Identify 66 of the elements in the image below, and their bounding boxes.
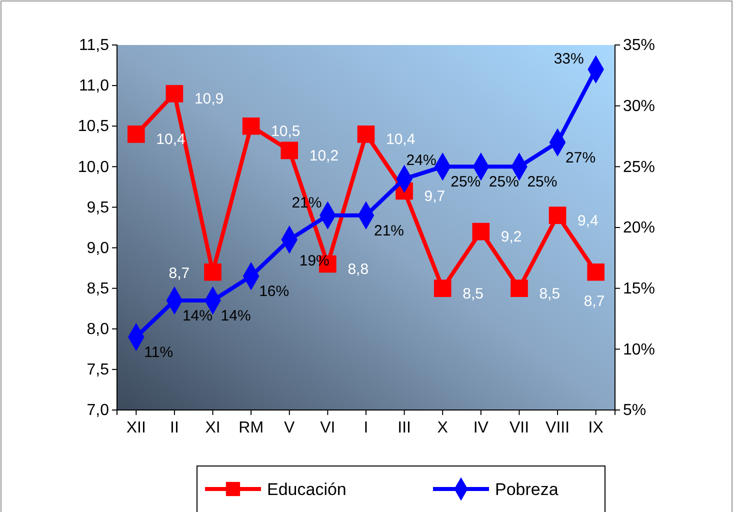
- y2-tick-label: 15%: [623, 280, 656, 298]
- data-label: 33%: [554, 50, 584, 68]
- point: [127, 126, 145, 143]
- data-label: 14%: [220, 308, 251, 324]
- data-label: 21%: [374, 222, 404, 240]
- y-tick-label: 9,0: [86, 240, 110, 257]
- x-tick-label: V: [284, 419, 296, 436]
- legend-label: Educación: [267, 480, 346, 499]
- x-tick-label: X: [437, 419, 448, 436]
- y-tick-label: 7,5: [86, 362, 110, 379]
- data-label: 24%: [406, 152, 436, 169]
- x-tick-label: XII: [126, 419, 146, 436]
- y2-tick-label: 30%: [623, 98, 656, 115]
- x-tick-label: IX: [588, 419, 604, 436]
- data-label: 27%: [566, 149, 596, 166]
- y2-tick-label: 5%: [623, 402, 646, 420]
- point: [548, 206, 566, 224]
- data-label: 9,4: [578, 212, 598, 230]
- x-tick-label: II: [170, 419, 179, 436]
- data-label: 8,5: [539, 285, 560, 302]
- point: [280, 142, 298, 160]
- data-label: 10,9: [194, 90, 224, 108]
- y2-tick-label: 35%: [623, 37, 656, 54]
- data-label: 8,8: [348, 261, 369, 278]
- data-label: 11%: [144, 344, 174, 361]
- point: [434, 280, 452, 297]
- x-tick-label: III: [398, 419, 411, 436]
- data-label: 25%: [527, 174, 558, 191]
- y-tick-label: 8,5: [86, 280, 110, 298]
- point: [510, 280, 528, 297]
- y-tick-label: 10,0: [78, 158, 110, 176]
- point: [587, 263, 605, 281]
- point: [204, 263, 222, 281]
- y2-tick-label: 25%: [623, 158, 656, 176]
- data-label: 10,5: [271, 123, 300, 140]
- data-label: 8,5: [462, 285, 484, 302]
- data-label: 10,2: [309, 147, 339, 164]
- data-label: 8,7: [584, 293, 605, 310]
- data-label: 9,7: [424, 188, 446, 205]
- y2-tick-label: 10%: [623, 341, 656, 358]
- x-tick-label: XI: [205, 419, 220, 436]
- x-tick-label: VI: [320, 419, 336, 436]
- data-label: 25%: [488, 174, 519, 191]
- y-tick-label: 11,5: [79, 37, 110, 54]
- y-tick-label: 9,5: [86, 199, 110, 216]
- y-tick-label: 8,0: [86, 321, 110, 338]
- data-label: 14%: [182, 308, 212, 324]
- x-tick-label: VIII: [546, 419, 570, 436]
- point: [357, 126, 375, 143]
- legend-label: Pobreza: [495, 480, 559, 499]
- x-tick-label: VII: [509, 419, 530, 436]
- x-tick-label: I: [364, 419, 368, 436]
- data-label: 9,2: [500, 228, 522, 246]
- y-tick-label: 10,5: [78, 118, 110, 136]
- x-tick-label: IV: [473, 419, 489, 436]
- data-label: 10,4: [386, 131, 416, 148]
- y2-tick-label: 20%: [623, 220, 656, 237]
- point: [472, 222, 490, 240]
- x-tick-label: RM: [238, 419, 264, 436]
- y-tick-label: 7,0: [86, 402, 110, 420]
- data-label: 25%: [450, 174, 481, 191]
- y-tick-label: 11,0: [79, 78, 110, 95]
- data-label: 8,7: [168, 265, 190, 282]
- data-label: 16%: [259, 283, 290, 300]
- point: [166, 85, 184, 102]
- point: [242, 117, 260, 135]
